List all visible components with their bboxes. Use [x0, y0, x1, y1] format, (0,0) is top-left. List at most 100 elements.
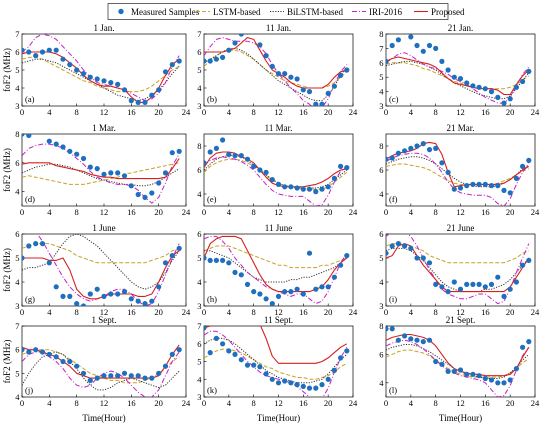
y-tick-label: 7: [379, 43, 383, 53]
y-tick-label: 4: [379, 189, 384, 199]
y-tick-label: 6: [15, 229, 19, 239]
x-tick-label: 20: [506, 307, 515, 317]
lstm-line: [386, 243, 529, 264]
measured-point: [121, 289, 128, 295]
x-tick-label: 16: [481, 307, 490, 317]
measured-point: [386, 326, 389, 332]
panel-11: 0 4 8 12 16 20 24 3 4 5 6 7 11 Sept. (k): [197, 315, 358, 408]
axes-frame: [21, 33, 187, 107]
measured-point: [433, 281, 439, 287]
y-tick-label: 5: [197, 65, 201, 75]
x-tick-label: 0: [384, 207, 388, 217]
measured-point: [300, 186, 306, 192]
panel-tag: (k): [207, 385, 217, 395]
panel-title: 11 June: [265, 223, 292, 233]
measured-point: [294, 286, 300, 292]
y-tick-label: 4: [15, 277, 20, 287]
measured-point: [426, 147, 433, 153]
measured-point: [149, 298, 155, 304]
measured-point: [482, 86, 488, 92]
measured-point: [245, 34, 250, 35]
axis-labels: foF2 (MHz) foF2 (MHz) foF2 (MHz) foF2 (MHz)…: [2, 48, 482, 423]
x-tick-label: 0: [384, 398, 388, 408]
y-tick-label: 4: [15, 187, 20, 197]
measured-point: [331, 367, 337, 373]
x-tick-label: 20: [506, 107, 515, 117]
measured-point: [169, 150, 175, 156]
measured-point: [389, 42, 395, 49]
measured-point: [121, 173, 128, 179]
measured-point: [306, 89, 313, 95]
measured-point: [251, 289, 257, 295]
lstm-line: [204, 245, 347, 269]
measured-point: [33, 347, 39, 353]
x-tick-label: 24: [531, 107, 540, 117]
lstm-line: [22, 162, 180, 185]
bilstm-line: [386, 247, 530, 293]
measured-point: [244, 362, 251, 368]
iri-line: [386, 52, 530, 104]
measured-point: [207, 149, 213, 155]
legend: Measured Samples LSTM-based BiLSTM-based IR…: [107, 3, 465, 20]
measured-point: [433, 45, 439, 52]
measured-point: [87, 74, 93, 80]
legend-marker: [118, 8, 124, 15]
measured-point: [22, 134, 25, 137]
measured-point: [257, 291, 263, 297]
measured-point: [115, 81, 121, 87]
x-tick-label: 8: [434, 107, 438, 117]
x-tick-label: 0: [202, 207, 206, 217]
y-tick-label: 4: [379, 277, 384, 287]
panel-title: 21 June: [447, 223, 475, 233]
plot-area: [22, 134, 182, 204]
measured-point: [207, 350, 213, 356]
measured-point: [67, 148, 73, 154]
measured-point: [476, 181, 482, 187]
panel-title: 11 Mar.: [265, 123, 293, 133]
measured-point: [33, 241, 39, 247]
measured-point: [257, 42, 263, 48]
plot-area: [204, 137, 350, 206]
measured-point: [526, 339, 532, 345]
iri-line: [386, 234, 530, 305]
panel-tag: (l): [389, 385, 397, 395]
measured-point: [464, 281, 470, 287]
measured-point: [476, 84, 482, 90]
measured-point: [395, 241, 401, 247]
measured-point: [80, 370, 87, 376]
measured-point: [470, 83, 476, 89]
measured-point: [238, 357, 244, 363]
measured-point: [204, 58, 207, 64]
measured-point: [501, 293, 507, 299]
measured-point: [176, 347, 182, 353]
measured-point: [26, 134, 32, 138]
measured-point: [513, 84, 520, 90]
measured-point: [300, 291, 306, 297]
measured-point: [426, 42, 433, 49]
measured-point: [22, 255, 25, 261]
measured-point: [115, 373, 121, 379]
x-tick-label: 12: [456, 107, 465, 117]
measured-point: [74, 301, 80, 306]
measured-point: [414, 255, 420, 261]
measured-point: [408, 245, 414, 251]
x-tick-label: 24: [182, 398, 191, 408]
x-tick-label: 20: [324, 107, 333, 117]
measured-point: [251, 362, 257, 368]
measured-point: [445, 368, 451, 374]
y-tick-label: 6: [15, 158, 19, 168]
plot-area: [22, 344, 182, 397]
panel-tag: (g): [25, 294, 35, 304]
measured-point: [294, 382, 300, 388]
measured-point: [269, 177, 275, 183]
measured-point: [275, 181, 282, 187]
measured-point: [408, 34, 414, 40]
y-tick-label: 3: [197, 301, 201, 311]
panel-8: 0 4 8 12 16 20 24 3 4 5 6 11 June (h): [197, 223, 358, 317]
measured-point: [162, 69, 169, 75]
measured-point: [162, 363, 169, 369]
panel-title: 1 Sept.: [91, 315, 116, 325]
x-tick-label: 16: [481, 207, 490, 217]
y-tick-label: 8: [379, 29, 383, 39]
